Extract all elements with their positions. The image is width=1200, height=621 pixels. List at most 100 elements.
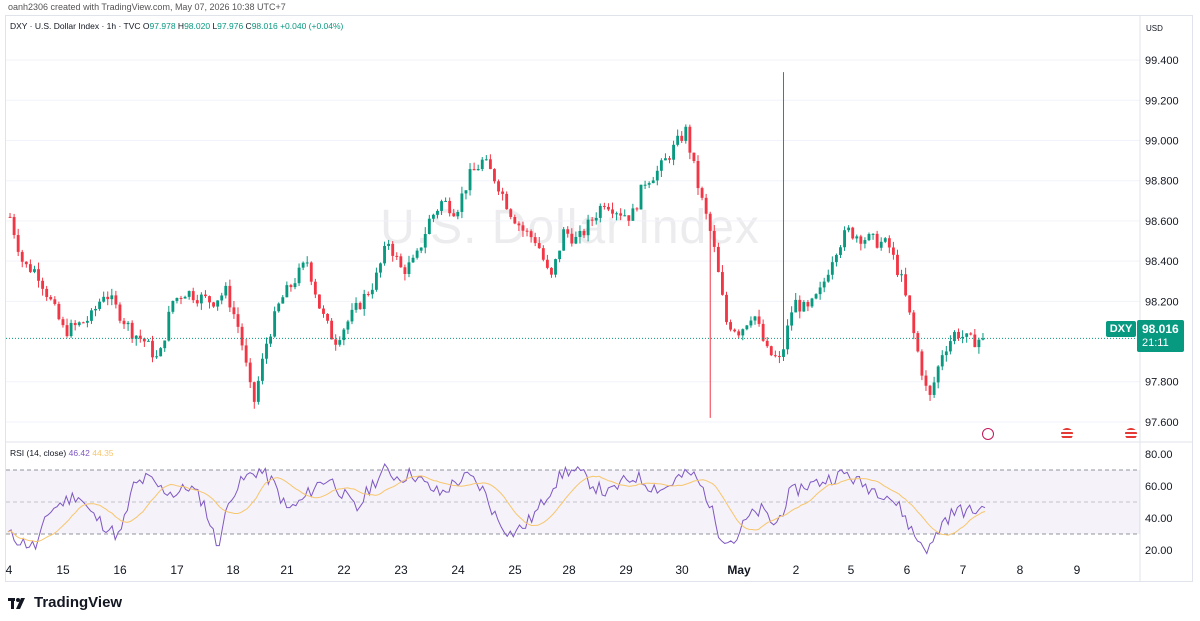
candle-body — [228, 285, 232, 308]
candle-body — [692, 152, 696, 161]
candle-body — [818, 287, 822, 295]
price-tick-label: 98.600 — [1145, 216, 1179, 228]
candle-body — [24, 261, 28, 265]
candle-body — [615, 213, 619, 215]
candle-body — [28, 264, 32, 272]
candle-body — [277, 303, 281, 312]
candle-body — [590, 219, 594, 221]
candle-body — [171, 300, 175, 312]
candle-body — [554, 259, 557, 275]
candle-body — [297, 267, 301, 284]
candle-body — [794, 299, 798, 313]
candle-body — [920, 351, 924, 376]
candle-body — [191, 291, 195, 301]
candle-body — [822, 281, 826, 288]
chart-frame — [5, 15, 1193, 582]
candle-body — [98, 301, 102, 309]
candle-body — [452, 213, 456, 217]
candle-body — [114, 295, 118, 305]
candle-body — [12, 217, 16, 236]
candle-body — [236, 314, 240, 327]
price-tick-label: 99.400 — [1145, 55, 1179, 67]
candle-body — [631, 208, 635, 221]
tradingview-logo[interactable]: TradingView — [8, 594, 122, 611]
candle-body — [448, 200, 452, 214]
candle-body — [281, 297, 285, 304]
candle-body — [305, 262, 309, 264]
rsi-line — [7, 462, 986, 555]
candle-body — [611, 209, 614, 214]
candle-body — [550, 267, 553, 275]
candle-body — [480, 159, 484, 170]
candle-body — [342, 329, 346, 341]
candle-body — [383, 245, 386, 264]
candle-body — [517, 223, 521, 226]
candle-body — [777, 356, 781, 358]
time-tick-label: 9 — [1074, 563, 1081, 577]
rsi-ma-value: 44.35 — [92, 448, 114, 458]
candle-body — [953, 331, 956, 342]
candle-body — [427, 218, 431, 235]
candle-body — [151, 340, 154, 358]
candle-body — [928, 385, 932, 395]
flag-icon[interactable] — [1125, 428, 1137, 440]
candle-body — [110, 295, 114, 300]
price-tick-label: 98.800 — [1145, 176, 1179, 188]
candle-body — [582, 230, 586, 236]
symbol-title[interactable]: DXY · U.S. Dollar Index · 1h · TVC — [10, 21, 141, 31]
candle-body — [668, 158, 671, 160]
candle-body — [8, 216, 12, 218]
candle-body — [602, 205, 606, 207]
candle-body — [607, 206, 610, 210]
candle-body — [403, 267, 407, 274]
candle-body — [834, 254, 838, 263]
candle-body — [574, 236, 578, 244]
candle-body — [134, 335, 138, 339]
time-tick-label: 18 — [226, 563, 240, 577]
candle-body — [810, 298, 814, 307]
candle-body — [541, 248, 545, 260]
candle-body — [688, 126, 692, 153]
candle-body — [338, 340, 342, 345]
candle-body — [138, 335, 142, 339]
candle-body — [843, 230, 846, 248]
candle-body — [33, 269, 36, 272]
last-price: 98.016 — [1142, 322, 1179, 336]
candle-body — [944, 351, 948, 356]
candle-body — [639, 184, 643, 210]
candle-body — [969, 333, 973, 335]
candle-body — [354, 302, 358, 310]
candle-body — [273, 311, 277, 337]
symbol-legend[interactable]: DXY · U.S. Dollar Index · 1h · TVC O97.9… — [10, 21, 344, 31]
candle-body — [142, 338, 146, 342]
candle-body — [407, 262, 411, 274]
time-tick-label: 2 — [793, 563, 800, 577]
rsi-legend[interactable]: RSI (14, close) 46.42 44.35 — [10, 448, 114, 458]
candle-body — [765, 340, 769, 347]
candle-body — [879, 241, 883, 248]
candle-body — [570, 233, 574, 244]
candle-body — [664, 158, 667, 161]
candle-body — [285, 285, 289, 298]
candle-body — [961, 336, 965, 339]
candle-body — [729, 322, 732, 330]
flag-icon[interactable] — [1061, 428, 1073, 440]
candle-body — [102, 296, 106, 302]
event-icon[interactable] — [982, 428, 994, 440]
candle-body — [851, 227, 855, 239]
time-tick-label: 4 — [6, 563, 13, 577]
candle-body — [623, 215, 627, 217]
candle-body — [981, 338, 985, 340]
candle-body — [244, 345, 248, 363]
time-tick-label: 15 — [56, 563, 70, 577]
candle-body — [330, 320, 334, 340]
candle-body — [16, 235, 20, 252]
candle-body — [195, 300, 199, 304]
candle-body — [106, 296, 110, 300]
candle-body — [973, 334, 977, 348]
candle-body — [293, 283, 297, 288]
candle-body — [684, 126, 688, 141]
candle-body — [700, 188, 704, 198]
symbol-tag: DXY — [1106, 321, 1136, 337]
